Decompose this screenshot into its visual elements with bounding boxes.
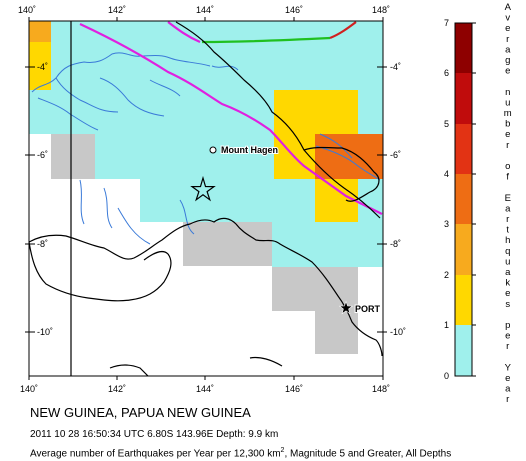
rivers — [31, 52, 381, 245]
lat-tick-right-10: -10˚ — [390, 327, 406, 337]
description-text: Average number of Earthquakes per Year p… — [30, 448, 281, 460]
area-unit-superscript: 2 — [280, 447, 285, 454]
scale-tick-6: 6 — [444, 68, 449, 78]
lat-tick-right-6: -6˚ — [390, 150, 401, 160]
scale-tick-2: 2 — [444, 270, 449, 280]
coastlines-and-borders — [29, 21, 383, 376]
lat-tick-left-8: -8˚ — [37, 239, 48, 249]
lon-tick-bottom-142: 142˚ — [108, 384, 126, 394]
scale-tick-5: 5 — [444, 119, 449, 129]
lon-tick-bottom-140: 140˚ — [20, 384, 38, 394]
description-suffix: , Magnitude 5 and Greater, All Depths — [284, 448, 452, 460]
port-label: PORT — [355, 304, 381, 314]
axis-ticks — [25, 17, 387, 380]
lat-tick-left-10: -10˚ — [37, 327, 53, 337]
lon-tick-top-148: 148˚ — [372, 5, 390, 15]
place-port: PORT — [338, 300, 382, 315]
event-details: 2011 10 28 16:50:34 UTC 6.80S 143.96E De… — [30, 429, 279, 440]
scale-tick-7: 7 — [444, 18, 449, 28]
earthquake-density-grid — [29, 21, 383, 354]
scale-tick-0: 0 — [444, 371, 449, 381]
lat-tick-right-8: -8˚ — [390, 239, 401, 249]
map-frame: Mount Hagen PORT 140˚ 142˚ 144˚ 146˚ 148… — [18, 5, 406, 394]
map-description: Average number of Earthquakes per Year p… — [30, 447, 451, 459]
open-star-icon — [190, 175, 216, 202]
lon-tick-bottom-148: 148˚ — [372, 384, 390, 394]
scale-tick-3: 3 — [444, 219, 449, 229]
lon-tick-bottom-144: 144˚ — [196, 384, 214, 394]
lat-tick-right-4: -4˚ — [390, 62, 401, 72]
place-mount-hagen: Mount Hagen — [209, 144, 279, 156]
mount-hagen-marker — [209, 146, 217, 154]
scale-band-7 — [455, 23, 472, 73]
scale-band-1 — [455, 325, 472, 376]
scale-band-4 — [455, 174, 472, 224]
lon-tick-top-144: 144˚ — [196, 5, 214, 15]
scale-tick-1: 1 — [444, 320, 449, 330]
port-star-icon — [338, 300, 354, 315]
scale-tick-4: 4 — [444, 169, 449, 179]
plate-boundaries — [79, 21, 383, 215]
scale-band-2 — [455, 275, 472, 325]
lon-tick-top-146: 146˚ — [285, 5, 303, 15]
scale-band-6 — [455, 73, 472, 124]
lat-tick-left-6: -6˚ — [37, 150, 48, 160]
region-title: NEW GUINEA, PAPUA NEW GUINEA — [30, 405, 251, 420]
lat-tick-left-4: -4˚ — [37, 62, 48, 72]
scale-band-3 — [455, 224, 472, 275]
lon-tick-top-140: 140˚ — [18, 5, 36, 15]
mount-hagen-label: Mount Hagen — [221, 145, 278, 155]
scale-band-5 — [455, 124, 472, 174]
lon-tick-top-142: 142˚ — [108, 5, 126, 15]
lon-tick-bottom-146: 146˚ — [285, 384, 303, 394]
